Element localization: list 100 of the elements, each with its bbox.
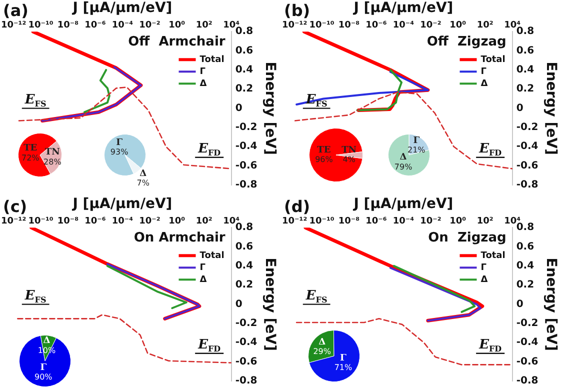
- x-tick-label: 10⁻⁴: [112, 216, 134, 227]
- data-label: 90%: [34, 372, 53, 382]
- y-tick-label: 0.6: [516, 241, 534, 252]
- y-tick-label: -0.2: [235, 318, 258, 330]
- data-label: 96%: [315, 155, 334, 164]
- x-tick-label: 10⁰: [450, 216, 466, 227]
- y-tick-label: 0.6: [516, 45, 534, 56]
- y-tick-label: 0: [235, 102, 242, 114]
- data-label: 93%: [110, 148, 129, 157]
- x-tick-label: 10⁻¹²: [282, 20, 308, 31]
- slice-label: TE: [24, 144, 38, 154]
- legend-label: Total: [200, 250, 224, 261]
- slice-label: Δ: [318, 337, 326, 348]
- x-tick-label: 10⁻¹⁰: [309, 216, 334, 227]
- data-label: 29%: [313, 347, 332, 356]
- y-tick-label: -0.6: [235, 356, 258, 368]
- x-tick-label: 10⁰: [168, 216, 186, 227]
- data-label: 7%: [136, 178, 150, 188]
- y-tick-label: -0.4: [235, 141, 258, 152]
- slice-label: Γ: [413, 136, 420, 146]
- y-tick-label: -0.4: [516, 337, 538, 348]
- x-tick-label: 10⁻⁴: [392, 20, 414, 31]
- x-tick-label: 10⁻⁶: [84, 20, 106, 31]
- x-tick-label: 10⁻¹⁰: [28, 20, 54, 31]
- y-tick-label: -0.4: [516, 141, 538, 152]
- x-tick-label: 10⁻²: [139, 20, 160, 31]
- x-tick-label: 10²: [476, 216, 494, 227]
- x-tick-label: 10²: [196, 216, 212, 227]
- legend-label: Δ: [200, 274, 207, 285]
- y-tick-label: -0.8: [516, 376, 538, 387]
- y-axis-title: Energy [eV]: [542, 258, 559, 351]
- data-label: 71%: [334, 363, 353, 372]
- legend-label: Total: [480, 54, 506, 65]
- annotation: Off Armchair: [128, 34, 226, 50]
- x-axis-title: J [μA/μm/eV]: [352, 196, 454, 212]
- y-tick-label: -0.2: [516, 122, 538, 134]
- x-tick-label: 10⁻⁸: [57, 20, 79, 31]
- x-axis-title: J [μA/μm/eV]: [72, 196, 172, 212]
- x-tick-label: 10⁻⁶: [366, 20, 387, 31]
- y-tick-label: 0: [516, 102, 524, 114]
- legend-label: Γ: [480, 66, 487, 77]
- x-tick-label: 10⁻¹⁰: [28, 216, 54, 227]
- y-tick-label: 0.4: [235, 260, 254, 272]
- y-tick-label: -0.6: [516, 356, 538, 368]
- legend-label: Δ: [480, 274, 488, 285]
- y-tick-label: -0.8: [235, 180, 258, 191]
- x-axis-title: J [μA/μm/eV]: [72, 0, 172, 16]
- x-tick-label: 10⁻¹⁰: [309, 20, 334, 31]
- x-tick-label: 10⁻⁶: [366, 216, 387, 227]
- annotation: Off Zigzag: [426, 34, 506, 50]
- annotation: On Zigzag: [428, 230, 506, 246]
- x-tick-label: 10⁻¹²: [0, 216, 26, 227]
- slice-label: Δ: [400, 152, 407, 163]
- x-tick-label: 10⁰: [450, 20, 466, 31]
- y-tick-label: 0.4: [235, 64, 254, 76]
- x-tick-label: 10⁻⁶: [84, 216, 106, 227]
- y-axis-title: Energy [eV]: [542, 62, 559, 155]
- text: (a): [3, 1, 28, 20]
- slice-label: TN: [44, 148, 60, 158]
- y-tick-label: -0.6: [516, 160, 538, 172]
- y-tick-label: 0.2: [235, 280, 254, 291]
- annotation: On Armchair: [134, 230, 226, 246]
- y-tick-label: 0: [516, 298, 524, 310]
- data-label: 4%: [342, 155, 356, 164]
- x-tick-label: 10⁻⁸: [338, 20, 360, 31]
- x-axis-title: J [μA/μm/eV]: [352, 0, 454, 16]
- y-tick-label: 0.4: [516, 64, 534, 76]
- legend-label: Total: [200, 54, 224, 65]
- x-tick-label: 10⁻⁸: [338, 216, 360, 227]
- slice-label: TN: [342, 145, 357, 156]
- x-tick-label: 10⁰: [168, 20, 186, 31]
- x-tick-label: 10⁻²: [420, 20, 442, 31]
- slice-label: TE: [317, 145, 331, 156]
- data-label: 21%: [407, 146, 426, 155]
- y-axis-title: Energy [eV]: [262, 62, 278, 155]
- text: (d): [284, 197, 310, 216]
- slice-label: Γ: [40, 362, 48, 373]
- y-tick-label: -0.6: [235, 160, 258, 172]
- x-tick-label: 10²: [196, 20, 212, 31]
- x-tick-label: 10⁻¹²: [282, 216, 308, 227]
- data-label: 79%: [394, 162, 413, 172]
- y-tick-label: 0.4: [516, 260, 534, 272]
- x-tick-label: 10⁻²: [420, 216, 442, 227]
- x-tick-label: 10⁻²: [139, 216, 160, 227]
- y-tick-label: -0.8: [235, 376, 258, 387]
- y-tick-label: -0.2: [235, 122, 258, 134]
- x-tick-label: 10⁻¹²: [0, 20, 26, 31]
- slice-label: Δ: [43, 336, 50, 346]
- y-axis-title: Energy [eV]: [262, 258, 278, 351]
- y-tick-label: -0.4: [235, 337, 258, 348]
- y-tick-label: 0.6: [235, 45, 254, 56]
- legend-label: Γ: [480, 262, 487, 273]
- y-tick-label: 0.6: [235, 241, 254, 252]
- x-tick-label: 10²: [476, 20, 494, 31]
- y-tick-label: 0.2: [516, 84, 534, 95]
- slice-label: Γ: [116, 138, 124, 148]
- slice-label: Γ: [340, 353, 348, 364]
- y-tick-label: 0: [235, 298, 242, 310]
- x-tick-label: 10⁻⁸: [57, 216, 79, 227]
- y-tick-label: 0.2: [235, 84, 254, 95]
